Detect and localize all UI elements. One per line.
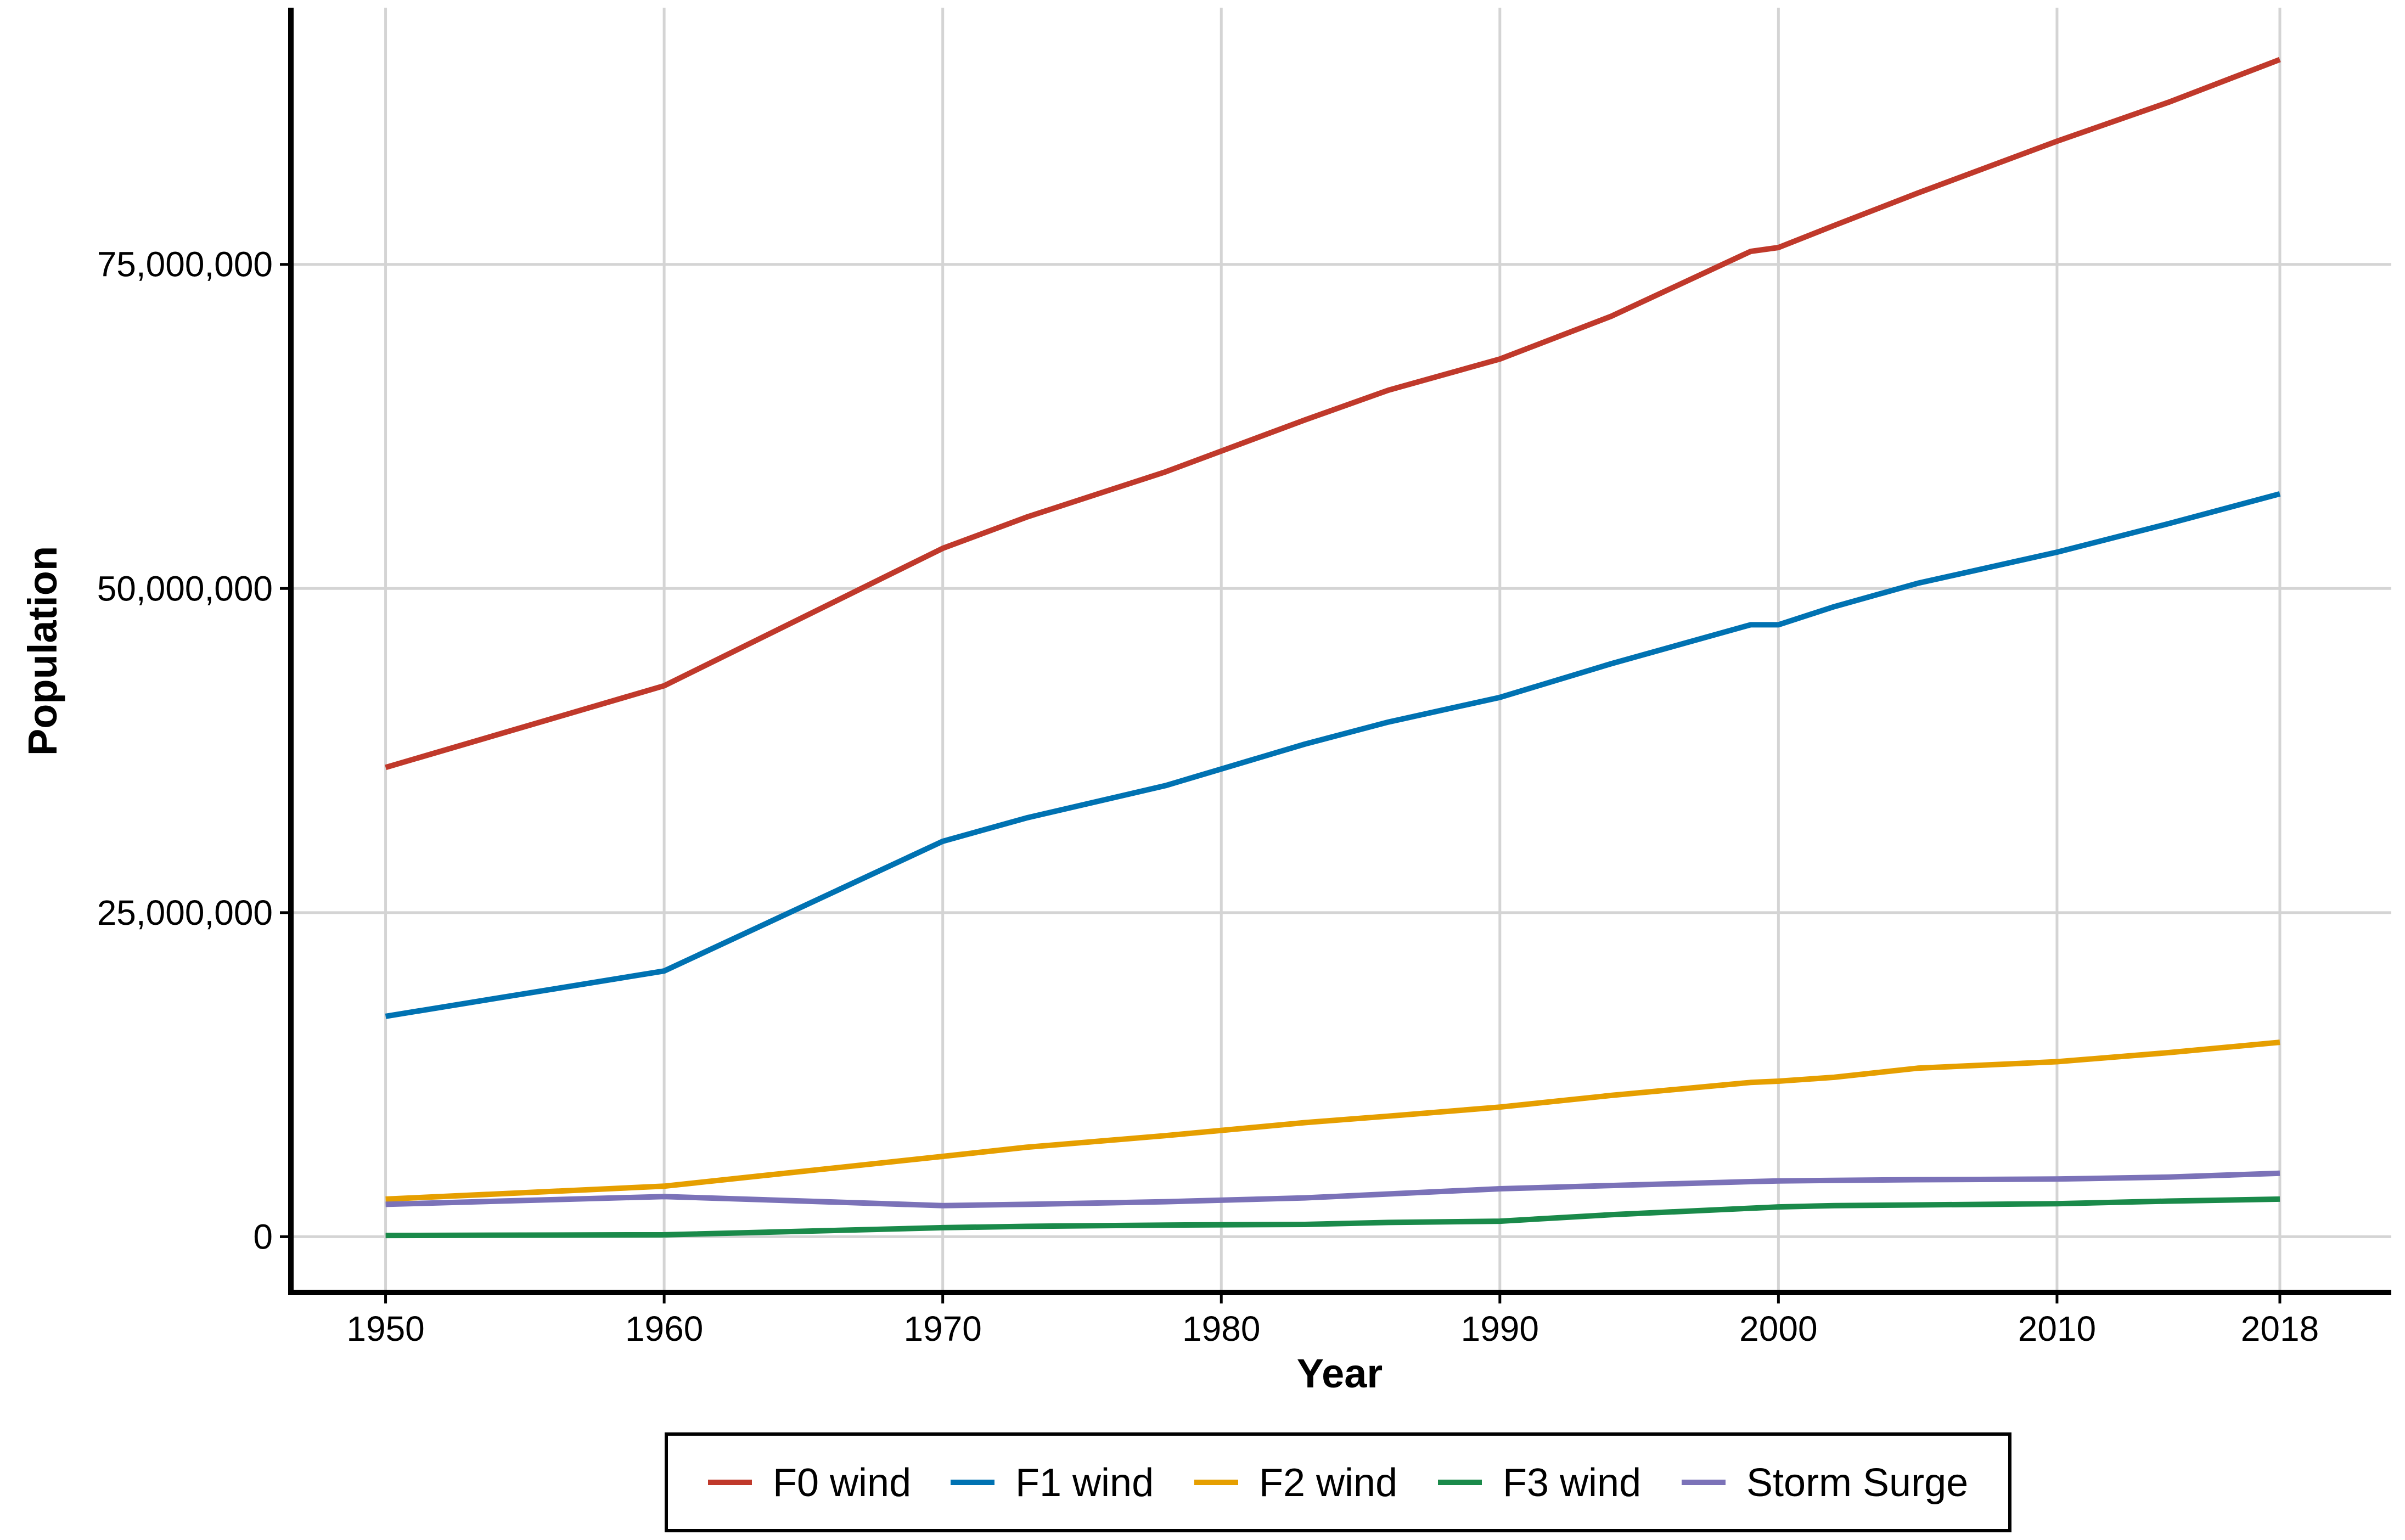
series-line-f0-wind: [385, 57, 2281, 771]
axes: [288, 8, 2391, 1295]
y-tick-label-0: 0: [253, 1217, 273, 1256]
legend-items: F0 wind F1 wind F2 wind F3 wind Storm Surge: [708, 1461, 1968, 1505]
series-line-f2-wind: [385, 1039, 2280, 1202]
x-tick-label-1980: 1980: [1182, 1309, 1260, 1348]
x-tick-label-1960: 1960: [625, 1309, 703, 1348]
series-line-f3-wind: [385, 1196, 2280, 1239]
x-tick-label-2000: 2000: [1739, 1309, 1817, 1348]
x-tick-label-1990: 1990: [1461, 1309, 1539, 1348]
x-tick-label-2018: 2018: [2241, 1309, 2319, 1348]
legend-label-f3-wind: F3 wind: [1503, 1461, 1641, 1505]
legend-label-f0-wind: F0 wind: [773, 1461, 911, 1505]
legend: F0 wind F1 wind F2 wind F3 wind Storm Surge: [665, 1432, 2011, 1532]
y-axis-title: Population: [20, 546, 65, 756]
x-axis-title: Year: [1297, 1351, 1383, 1396]
ticks: 1950 1960 1970 1980 1990 2000 2010 2018 0 25,000,…: [97, 245, 2319, 1348]
series-lines: [385, 57, 2281, 1239]
y-tick-label-2: 50,000,000: [97, 569, 273, 608]
legend-label-f2-wind: F2 wind: [1259, 1461, 1397, 1505]
y-tick-label-1: 25,000,000: [97, 893, 273, 932]
y-tick-label-3: 75,000,000: [97, 245, 273, 284]
legend-label-f1-wind: F1 wind: [1015, 1461, 1154, 1505]
x-tick-label-2010: 2010: [2018, 1309, 2096, 1348]
series-line-f1-wind: [385, 491, 2281, 1019]
series-line-storm-surge: [385, 1170, 2280, 1209]
x-tick-label-1970: 1970: [904, 1309, 982, 1348]
legend-box: [665, 1432, 2011, 1532]
legend-label-storm-surge: Storm Surge: [1746, 1461, 1968, 1505]
x-tick-label-1950: 1950: [346, 1309, 424, 1348]
